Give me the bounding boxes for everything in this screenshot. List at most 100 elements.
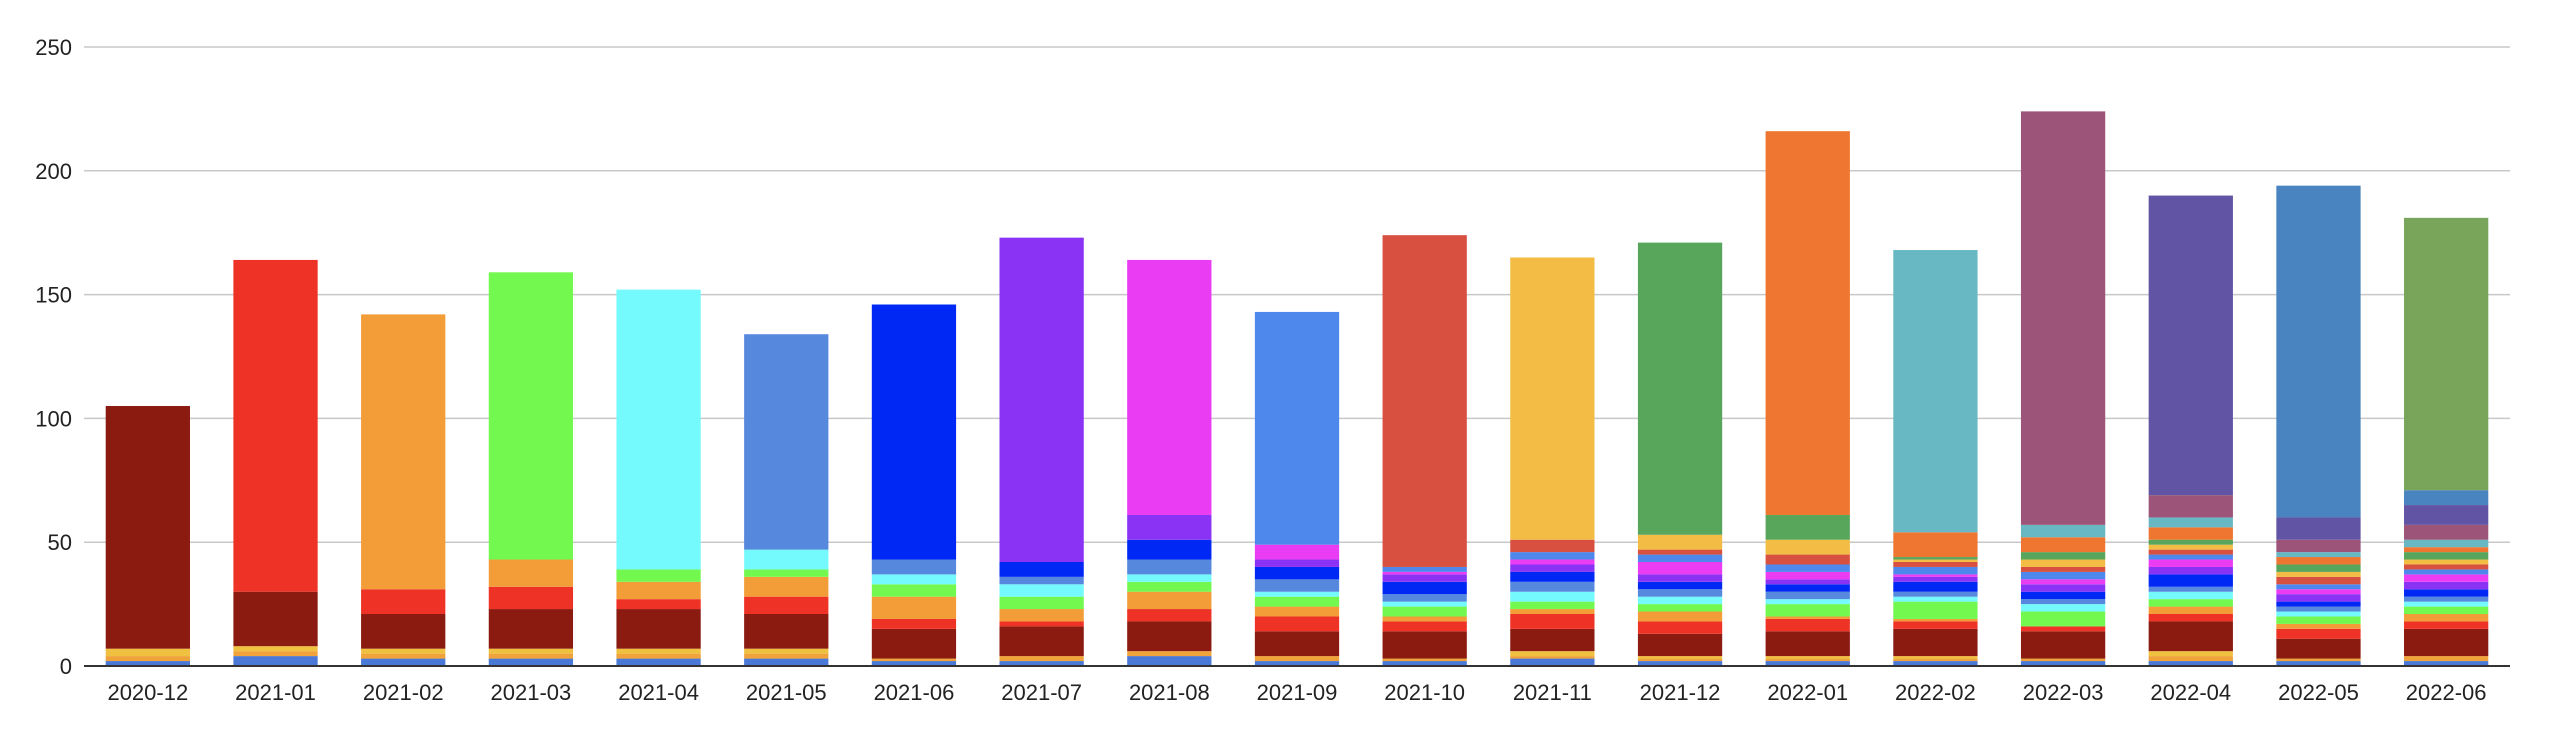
x-tick-label: 2022-06 xyxy=(2406,680,2487,705)
bar-segment xyxy=(488,658,574,666)
bar-segment xyxy=(1893,658,1978,662)
bar-segment xyxy=(1127,539,1212,560)
bar-segment xyxy=(2276,552,2361,558)
bar-segment xyxy=(2404,661,2489,666)
bar-segment xyxy=(233,651,318,657)
bar-segment xyxy=(2404,596,2489,602)
bar-segment xyxy=(488,653,574,659)
bar-segment xyxy=(744,648,829,654)
bar-segment xyxy=(1765,658,1850,662)
bar-segment xyxy=(2404,656,2489,662)
bar-segment xyxy=(999,661,1084,666)
bar-segment xyxy=(2148,566,2233,575)
bar-segment xyxy=(2276,589,2361,595)
x-tick-label: 2021-05 xyxy=(746,680,827,705)
bar-segment xyxy=(1382,571,1467,575)
bar-segment xyxy=(2404,552,2489,560)
bar-segment xyxy=(1893,596,1978,602)
bar-segment xyxy=(1127,559,1212,575)
bar-segment xyxy=(1382,581,1467,595)
bar-segment xyxy=(361,614,446,649)
bar-segment xyxy=(1765,131,1850,515)
bar-segment xyxy=(2276,576,2361,585)
bar-segment xyxy=(744,334,829,550)
bar-segment xyxy=(1637,589,1723,597)
bar-segment xyxy=(2404,621,2489,629)
bar-segment xyxy=(2148,539,2233,545)
bar-segment xyxy=(2276,616,2361,624)
bar-segment xyxy=(2020,537,2106,553)
bar-segment xyxy=(1382,606,1467,617)
bar-segment xyxy=(2276,606,2361,612)
bar-segment xyxy=(1893,574,1978,577)
y-tick-label: 250 xyxy=(35,35,72,60)
bar-segment xyxy=(2148,495,2233,518)
x-tick-label: 2022-01 xyxy=(1767,680,1848,705)
bar-segment xyxy=(1765,631,1850,657)
y-axis-ticks: 0 50 100 150 200 250 xyxy=(35,35,72,679)
bar-segment xyxy=(1254,616,1340,632)
bar-segment xyxy=(1127,514,1212,540)
bar-segment xyxy=(616,648,701,654)
bar-segment xyxy=(1637,574,1723,582)
gridlines xyxy=(84,46,2510,543)
x-tick-label: 2021-06 xyxy=(874,680,955,705)
bar-segment xyxy=(2148,656,2233,662)
bar-segment xyxy=(1510,614,1595,629)
bar-segment xyxy=(616,658,701,666)
bar-segment xyxy=(744,576,829,597)
x-tick-label: 2021-03 xyxy=(491,680,572,705)
bar-segment xyxy=(233,591,318,647)
bar-segment xyxy=(2020,604,2106,612)
bar-segment xyxy=(999,626,1084,657)
x-tick-label: 2022-02 xyxy=(1895,680,1976,705)
bar-segment xyxy=(1382,601,1467,607)
bar-segment xyxy=(488,609,574,649)
bar-segment xyxy=(2404,547,2489,553)
bar-segment xyxy=(1254,596,1340,607)
bar-segment xyxy=(1893,661,1978,666)
bar-segment xyxy=(1765,564,1850,572)
bar-segment xyxy=(1637,604,1723,612)
bar-2020-12 xyxy=(105,406,190,666)
bar-segment xyxy=(1127,591,1212,610)
bar-segment xyxy=(2404,628,2489,657)
bar-segment xyxy=(361,314,446,590)
bar-segment xyxy=(2020,571,2106,580)
bar-2022-02 xyxy=(1893,250,1978,666)
bar-segment xyxy=(1637,658,1723,662)
bar-segment xyxy=(1382,616,1467,622)
bar-segment xyxy=(488,272,574,560)
bar-segment xyxy=(1510,656,1595,659)
bar-segment xyxy=(1893,618,1978,622)
bar-segment xyxy=(1510,539,1595,553)
bar-segment xyxy=(2404,606,2489,615)
bar-segment xyxy=(1127,574,1212,582)
bar-segment xyxy=(2404,559,2489,565)
bar-segment xyxy=(2276,623,2361,629)
bar-segment xyxy=(999,576,1084,585)
bar-segment xyxy=(1765,604,1850,617)
x-tick-label: 2022-05 xyxy=(2278,680,2359,705)
bar-segment xyxy=(1254,566,1340,580)
x-tick-label: 2021-08 xyxy=(1129,680,1210,705)
bar-segment xyxy=(1765,579,1850,585)
bar-segment xyxy=(1254,606,1340,617)
bar-segment xyxy=(871,628,957,659)
bar-segment xyxy=(1637,554,1723,563)
bar-segment xyxy=(2404,505,2489,525)
bar-2022-06 xyxy=(2404,217,2489,666)
bar-segment xyxy=(1765,599,1850,605)
bar-segment xyxy=(2404,564,2489,570)
bar-segment xyxy=(2148,614,2233,622)
bar-segment xyxy=(1765,539,1850,555)
bar-2022-05 xyxy=(2276,185,2361,666)
bar-segment xyxy=(616,569,701,582)
bar-segment xyxy=(1127,259,1212,515)
x-tick-label: 2021-09 xyxy=(1257,680,1338,705)
bar-segment xyxy=(1510,628,1595,652)
bar-segment xyxy=(2020,524,2106,538)
bar-segment xyxy=(1765,591,1850,600)
bar-segment xyxy=(871,304,957,560)
bar-segment xyxy=(616,599,701,610)
